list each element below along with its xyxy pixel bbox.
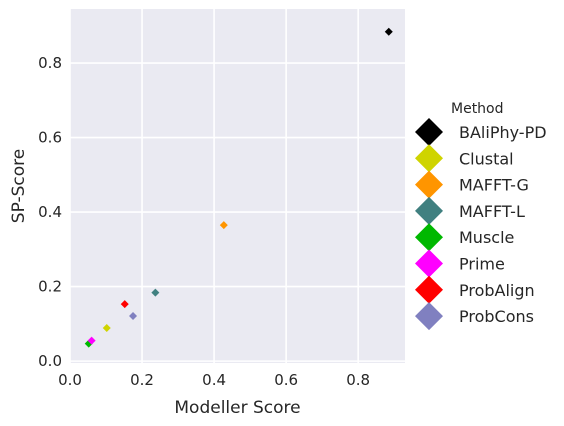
legend-label: MAFFT-G (459, 176, 529, 195)
legend-item: Muscle (415, 223, 514, 252)
legend-marker (415, 223, 443, 252)
legend-item: ProbAlign (415, 275, 535, 304)
legend-item: BAliPhy-PD (415, 118, 547, 146)
legend-label: MAFFT-L (459, 202, 525, 221)
y-axis-ticks: 0.0 0.2 0.4 0.6 0.8 (38, 54, 62, 370)
data-point-probcons (129, 312, 138, 321)
data-point-probalign (120, 300, 129, 309)
legend-label: ProbAlign (459, 281, 535, 300)
legend-item: ProbCons (415, 302, 534, 331)
y-tick-label: 0.8 (38, 54, 62, 72)
x-tick-label: 0.2 (130, 371, 154, 389)
legend-label: BAliPhy-PD (459, 123, 547, 142)
x-tick-label: 0.6 (274, 371, 298, 389)
legend-marker (415, 302, 443, 331)
data-point-mafft-l (151, 288, 160, 297)
legend-item: MAFFT-G (415, 170, 529, 199)
x-axis-label: Modeller Score (174, 398, 300, 418)
legend-marker (415, 170, 443, 199)
data-point-clustal (102, 323, 111, 332)
y-tick-label: 0.0 (38, 352, 62, 370)
plot-area (70, 9, 405, 363)
x-tick-label: 0.4 (202, 371, 226, 389)
y-tick-label: 0.2 (38, 278, 62, 296)
data-point-mafft-g (219, 221, 228, 230)
legend-marker (415, 144, 443, 173)
legend: Method BAliPhy-PD Clustal MAFFT-G MAFFT-L Mu… (415, 101, 547, 331)
legend-title: Method (451, 101, 504, 117)
legend-marker (415, 249, 443, 278)
x-axis-ticks: 0.0 0.2 0.4 0.6 0.8 (58, 371, 370, 389)
x-tick-label: 0.0 (58, 371, 82, 389)
data-point-baliphy-pd (384, 27, 393, 36)
legend-marker (415, 118, 443, 146)
legend-marker (415, 196, 443, 225)
legend-marker (415, 275, 443, 304)
legend-label: Prime (459, 255, 505, 274)
y-axis-label: SP-Score (9, 149, 29, 223)
legend-item: Prime (415, 249, 505, 278)
legend-item: MAFFT-L (415, 196, 525, 225)
legend-label: ProbCons (459, 307, 534, 326)
legend-label: Clustal (459, 149, 514, 168)
y-tick-label: 0.6 (38, 129, 62, 147)
data-point-prime (87, 336, 96, 345)
legend-item: Clustal (415, 144, 514, 173)
grid (69, 9, 405, 363)
data-points (84, 27, 393, 348)
x-tick-label: 0.8 (346, 371, 370, 389)
legend-label: Muscle (459, 228, 514, 247)
y-tick-label: 0.4 (38, 203, 62, 221)
